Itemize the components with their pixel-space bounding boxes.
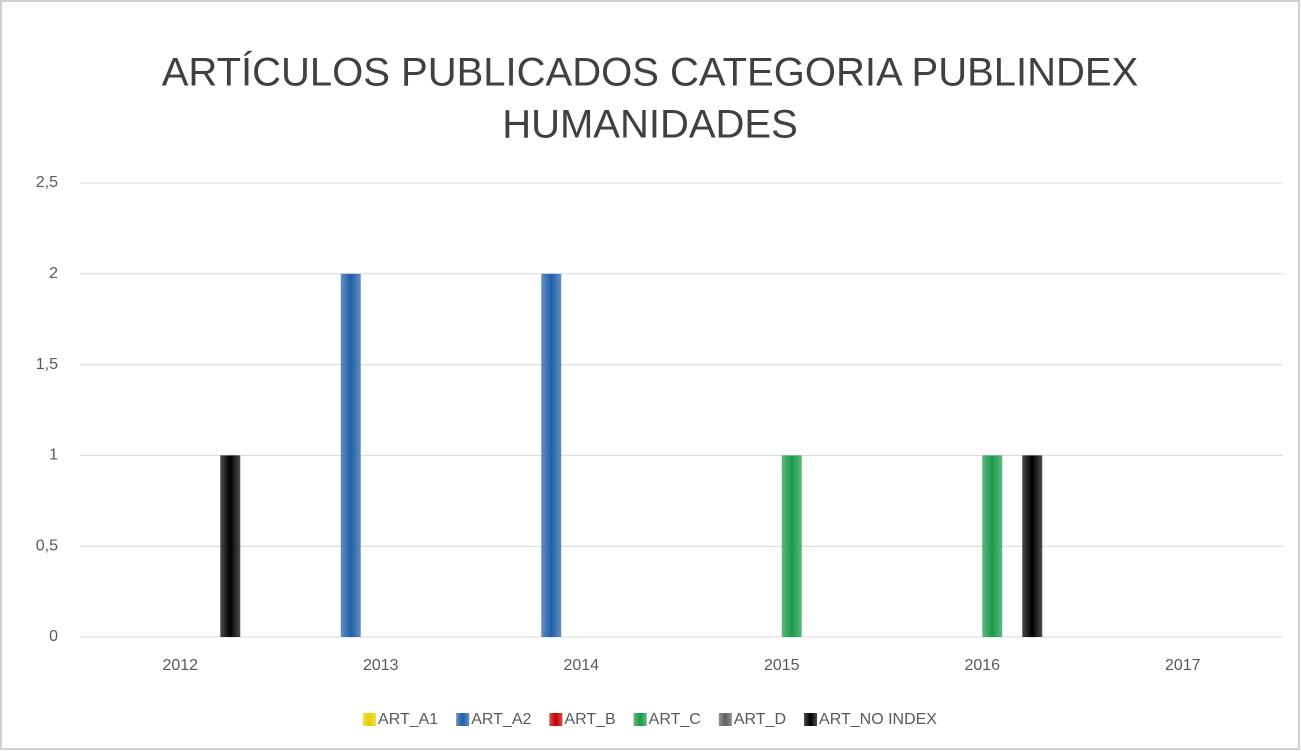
- y-tick-label: 1: [49, 447, 58, 464]
- bar: [1022, 455, 1043, 637]
- y-tick-label: 0: [49, 628, 58, 645]
- y-tick-label: 2,5: [36, 174, 58, 191]
- x-tick-label: 2014: [563, 657, 599, 674]
- bar: [541, 273, 562, 637]
- bar: [220, 455, 241, 637]
- x-tick-label: 2015: [764, 657, 800, 674]
- legend-label: ART_B: [564, 711, 615, 728]
- chart-title: ARTÍCULOS PUBLICADOS CATEGORIA PUBLINDEX: [162, 50, 1139, 95]
- legend-swatch: [363, 713, 377, 726]
- legend-swatch: [633, 713, 647, 726]
- legend-swatch: [804, 713, 818, 726]
- chart-title: HUMANIDADES: [502, 103, 798, 147]
- x-tick-label: 2016: [964, 657, 1000, 674]
- bar: [982, 455, 1003, 637]
- legend-label: ART_NO INDEX: [819, 711, 937, 728]
- bar: [340, 273, 361, 637]
- y-tick-label: 2: [49, 265, 58, 282]
- legend-swatch: [456, 713, 470, 726]
- legend: ART_A1 ART_A2 ART_B ART_C ART_D ART_NO INDEX: [363, 711, 937, 728]
- x-tick-label: 2017: [1165, 657, 1201, 674]
- legend-label: ART_A1: [378, 711, 438, 728]
- x-tick-label: 2012: [162, 657, 198, 674]
- legend-label: ART_A2: [471, 711, 531, 728]
- legend-label: ART_D: [734, 711, 786, 728]
- y-tick-label: 1,5: [36, 356, 58, 373]
- x-tick-label: 2013: [363, 657, 399, 674]
- legend-swatch: [549, 713, 563, 726]
- bar: [781, 455, 802, 637]
- y-tick-label: 0,5: [36, 537, 58, 554]
- legend-swatch: [718, 713, 732, 726]
- legend-label: ART_C: [649, 711, 701, 728]
